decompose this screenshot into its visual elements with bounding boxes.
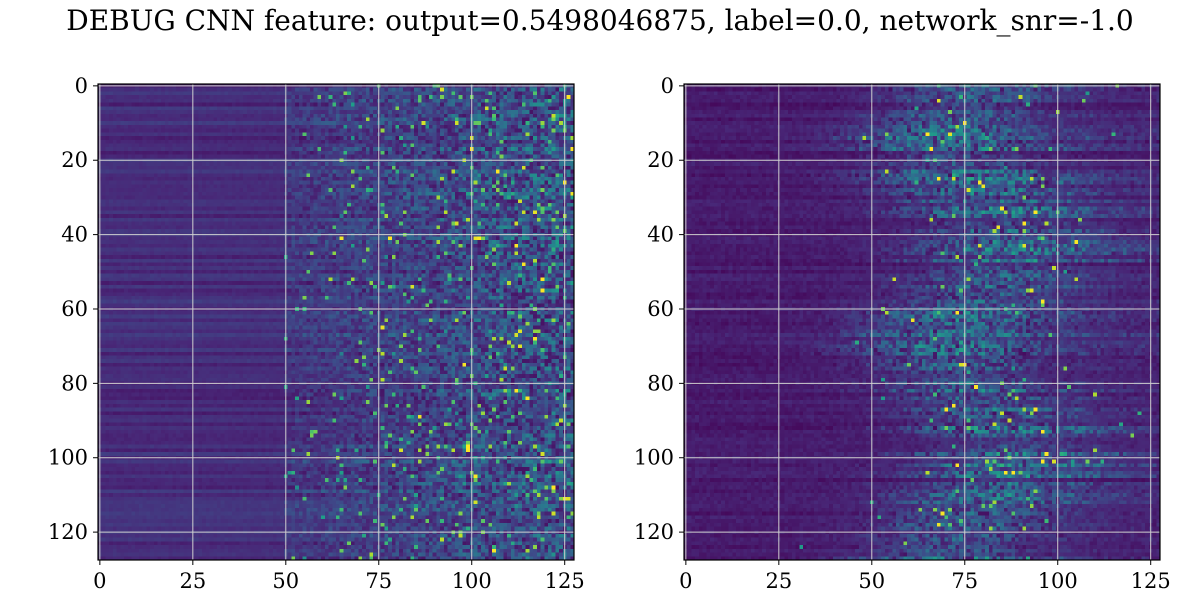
- x-tick-label: 50: [272, 569, 299, 593]
- y-tick-label: 0: [661, 74, 674, 98]
- x-tick-label: 100: [452, 569, 492, 593]
- x-tick-label: 25: [765, 569, 792, 593]
- figure-title: DEBUG CNN feature: output=0.5498046875, …: [66, 4, 1134, 37]
- y-tick-label: 60: [647, 297, 674, 321]
- y-tick-label: 100: [48, 446, 88, 470]
- heatmap-image: [684, 84, 1160, 560]
- y-tick-label: 120: [634, 520, 674, 544]
- heatmap-image: [98, 84, 574, 560]
- y-tick-label: 0: [75, 74, 88, 98]
- y-tick-label: 60: [61, 297, 88, 321]
- y-tick-label: 80: [61, 371, 88, 395]
- axes-frame: [97, 83, 575, 561]
- x-tick-label: 0: [679, 569, 692, 593]
- y-tick-label: 80: [647, 371, 674, 395]
- y-tick-label: 20: [61, 148, 88, 172]
- y-tick-label: 40: [61, 223, 88, 247]
- heatmap-panel-1: 0 25 50 75 100 125 0 20 40 60 80 100 120: [48, 74, 585, 593]
- x-tick-label: 100: [1038, 569, 1078, 593]
- x-tick-label: 125: [545, 569, 585, 593]
- x-tick-label: 25: [179, 569, 206, 593]
- x-tick-label: 75: [951, 569, 978, 593]
- y-tick-label: 100: [634, 446, 674, 470]
- heatmap-panel-2: 0 25 50 75 100 125 0 20 40 60 80 100 120: [634, 74, 1171, 593]
- axes-frame: [683, 83, 1161, 561]
- x-tick-label: 75: [365, 569, 392, 593]
- y-tick-label: 20: [647, 148, 674, 172]
- x-tick-label: 50: [858, 569, 885, 593]
- y-tick-label: 40: [647, 223, 674, 247]
- x-tick-label: 0: [93, 569, 106, 593]
- y-tick-label: 120: [48, 520, 88, 544]
- x-tick-label: 125: [1131, 569, 1171, 593]
